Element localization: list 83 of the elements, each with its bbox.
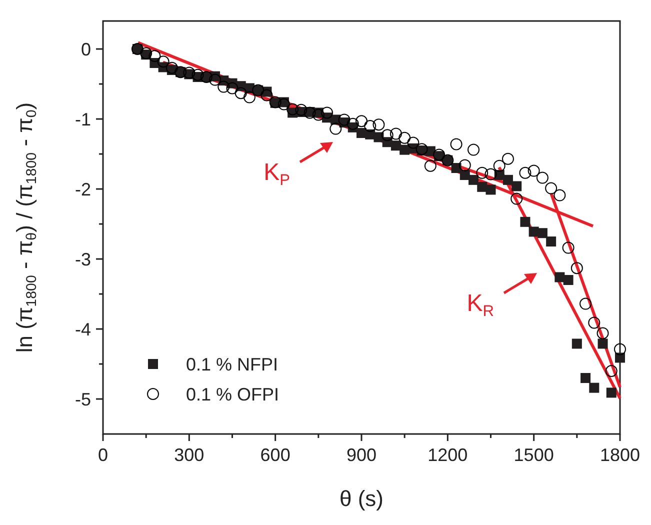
point [596,327,609,340]
point [606,388,616,398]
x-tick-label: 0 [98,445,108,465]
point [486,184,496,195]
point [468,144,480,156]
x-tick-label: 900 [346,445,377,465]
point [226,82,238,94]
y-tick-label: -4 [74,319,91,340]
point [580,373,591,383]
point [588,316,600,329]
point [536,172,548,184]
point [295,104,308,116]
point [477,182,488,192]
point [356,115,368,128]
point [424,160,436,172]
point [570,262,583,274]
point [148,50,161,62]
point [234,87,247,100]
point [554,189,566,202]
annotation: K$_{R}$ [466,290,494,320]
point [157,56,170,68]
point [218,80,230,93]
point [476,166,488,179]
point [537,228,548,238]
point [605,365,618,377]
x-tick-label: 1500 [514,445,554,465]
y-tick-label: -2 [74,179,91,200]
point [520,216,530,227]
point [572,338,582,349]
y-tick-label: -1 [74,109,91,130]
point [372,118,385,131]
point [458,159,471,172]
x-axis-title: θ (s) [340,486,384,511]
point [321,106,334,119]
point [166,62,178,74]
point [598,338,608,349]
x-tick-label: 1800 [600,445,640,465]
legend-label: 0.1 % NFPI [186,354,278,374]
point [519,166,532,179]
point [546,236,556,246]
point [589,382,600,393]
point [407,136,420,149]
point [140,47,152,60]
point [338,114,350,126]
point [554,272,565,282]
annotation: K$_{P}$ [264,159,290,189]
point [346,118,359,130]
point [416,143,428,156]
y-tick-label: -5 [74,389,91,410]
y-tick-label: 0 [80,39,91,60]
x-tick-label: 600 [260,445,290,465]
point [468,174,479,185]
point [528,164,540,177]
point [512,181,522,192]
point [398,132,411,144]
x-tick-label: 300 [174,445,204,465]
point [209,74,222,86]
point [286,103,299,116]
point [562,242,574,254]
point [243,91,256,104]
point [493,160,506,172]
point [381,129,394,142]
point [510,192,523,205]
point [278,98,290,110]
point [364,120,376,132]
point [192,68,204,81]
x-tick-label: 1200 [428,445,468,465]
point [502,152,514,165]
point [390,128,402,140]
point [450,138,462,150]
point [330,122,342,135]
y-tick-label: -3 [74,249,91,270]
point [260,89,273,102]
legend-label: 0.1 % OFPI [186,384,280,404]
point [545,182,558,194]
point [433,148,446,161]
point [484,168,497,180]
point [183,66,196,79]
point [502,174,513,185]
point [563,275,574,285]
point [614,343,626,356]
point [580,298,592,310]
point [312,108,324,121]
